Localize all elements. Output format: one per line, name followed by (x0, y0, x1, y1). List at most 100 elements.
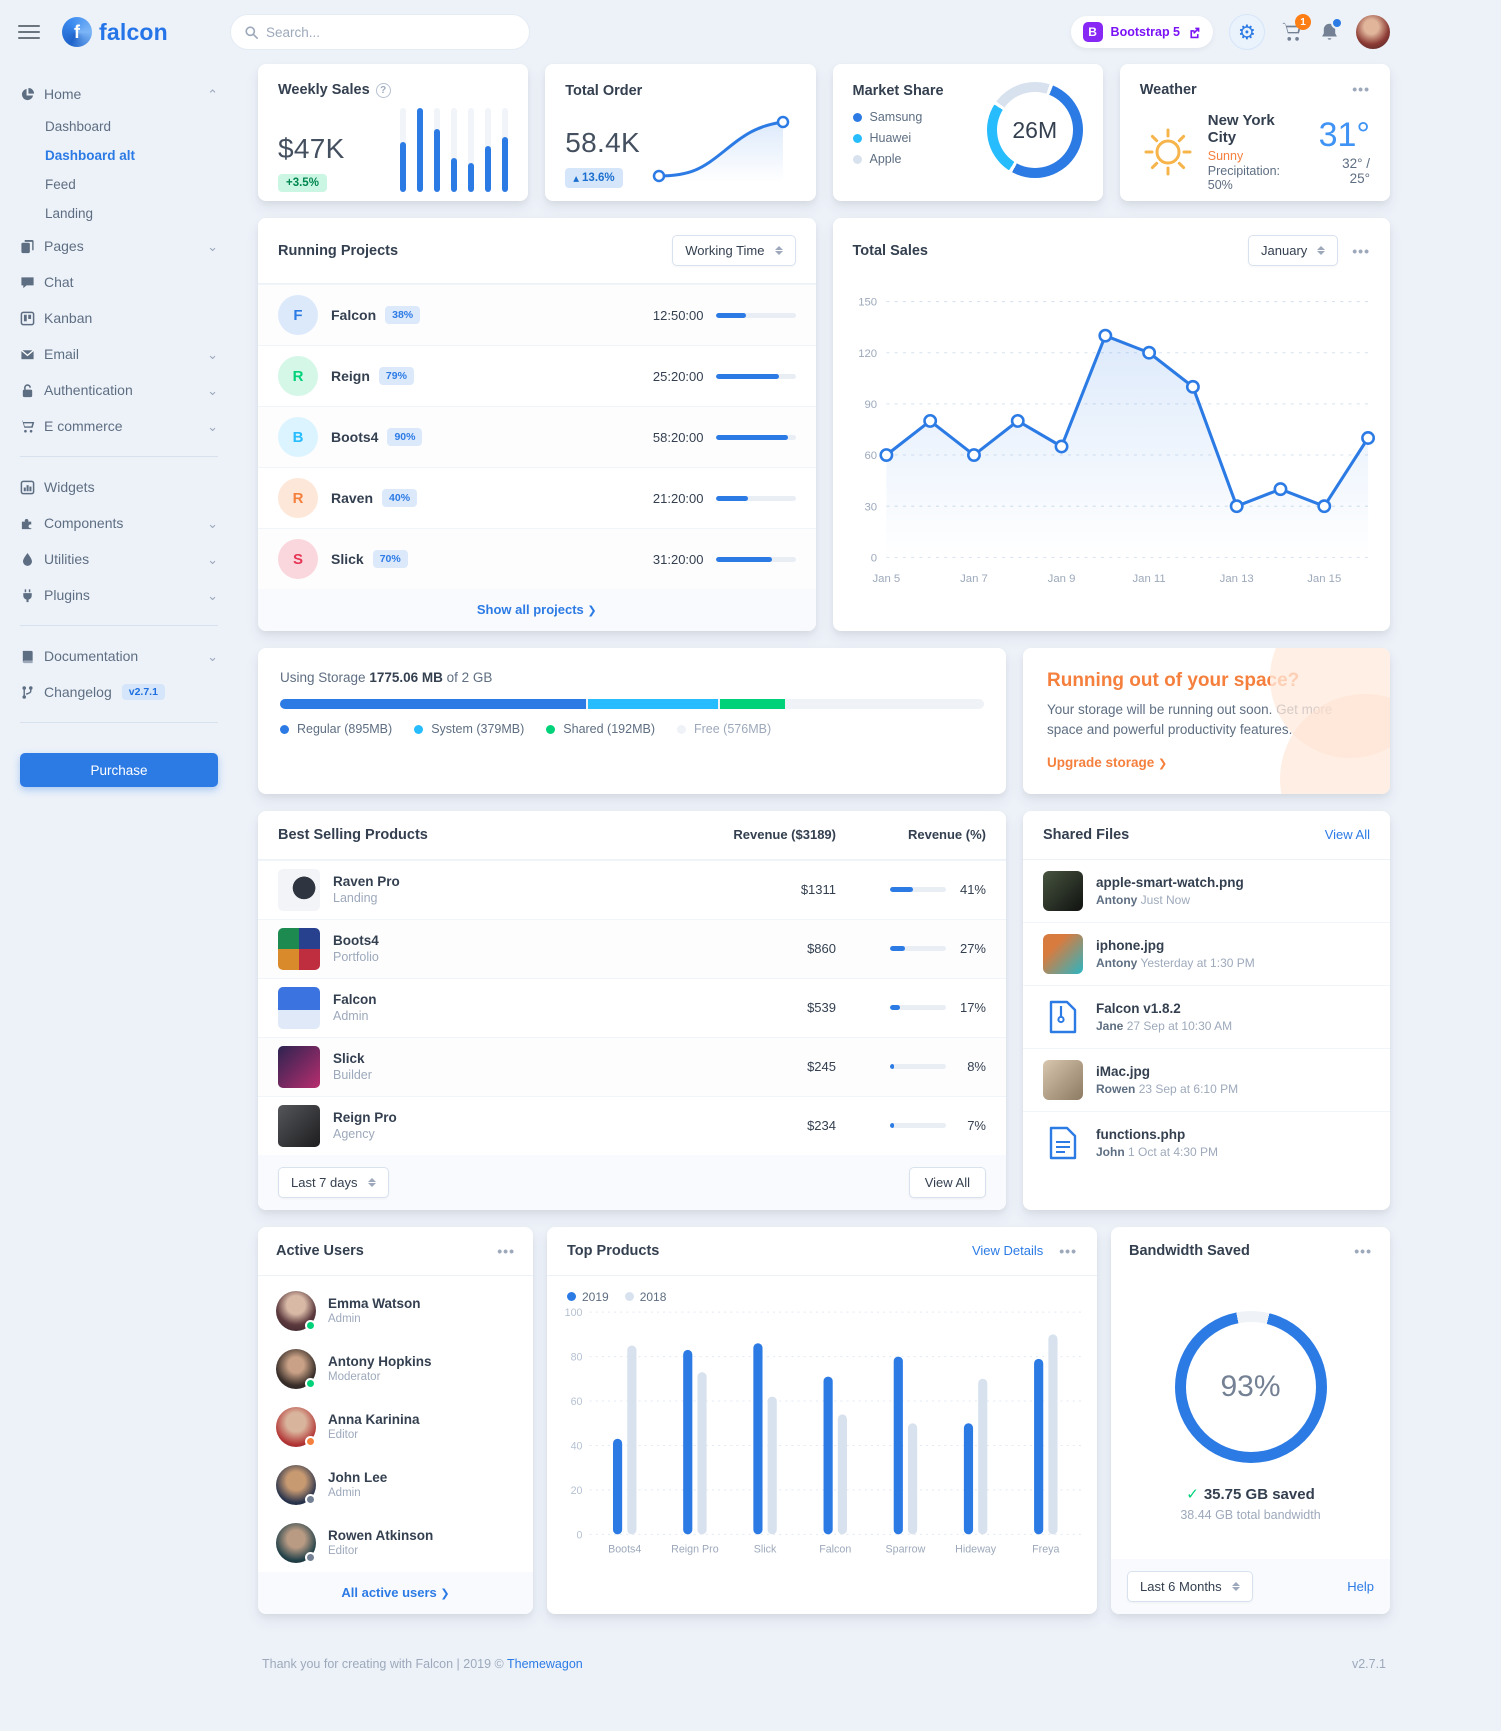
file-name-link[interactable]: iMac.jpg (1096, 1063, 1151, 1079)
upgrade-storage-link[interactable]: Upgrade storage ❯ (1047, 754, 1168, 770)
help-link[interactable]: Help (1347, 1578, 1374, 1594)
card-title: Bandwidth Saved (1129, 1242, 1250, 1259)
svg-text:Jan 15: Jan 15 (1307, 573, 1341, 585)
user-name-link[interactable]: Antony Hopkins (328, 1354, 432, 1369)
project-name-link[interactable]: Boots4 (331, 429, 379, 445)
file-thumbnail (1043, 933, 1083, 974)
project-name-link[interactable]: Reign (331, 368, 370, 384)
product-name-link[interactable]: Raven Pro (333, 874, 400, 889)
card-title: Market Share (852, 83, 944, 99)
legend-item: Regular (895MB) (280, 722, 392, 736)
legend-dot (414, 724, 424, 734)
sidebar-item-authentication[interactable]: Authentication ⌄ (20, 372, 218, 408)
space-card-body: Your storage will be running out soon. G… (1047, 702, 1333, 738)
user-avatar[interactable] (1356, 15, 1390, 49)
product-thumbnail (278, 927, 320, 970)
legend-dot (852, 112, 862, 122)
storage-label: Using Storage 1775.06 MB of 2 GB (280, 670, 493, 685)
file-name-link[interactable]: functions.php (1096, 1126, 1186, 1142)
user-name-link[interactable]: Anna Karinina (328, 1412, 420, 1427)
product-name-link[interactable]: Reign Pro (333, 1110, 397, 1125)
search-bar[interactable] (230, 14, 530, 50)
hamburger-menu-icon[interactable] (18, 21, 40, 43)
product-thumbnail (278, 868, 320, 911)
file-thumbnail (1043, 1059, 1083, 1100)
ellipsis-menu-icon[interactable]: ••• (497, 1242, 515, 1259)
file-name-link[interactable]: apple-smart-watch.png (1096, 874, 1244, 890)
notifications-bell-button[interactable] (1319, 16, 1343, 43)
sidebar-item-components[interactable]: Components ⌄ (20, 505, 218, 541)
settings-gear-icon[interactable]: ⚙ (1229, 14, 1265, 50)
list-item: functions.php John 1 Oct at 4:30 PM (1023, 1110, 1390, 1174)
sidebar-item-widgets[interactable]: Widgets (20, 469, 218, 505)
sidebar-item-email[interactable]: Email ⌄ (20, 336, 218, 372)
projects-sales-row: Running Projects Working Time F Falcon 3… (258, 218, 1390, 631)
legend-item[interactable]: 2018 (624, 1290, 666, 1304)
chevron-down-icon: ⌄ (207, 238, 218, 254)
product-category: Admin (333, 1009, 369, 1023)
puzzle-icon (20, 516, 44, 531)
sidebar-item-landing[interactable]: Landing (45, 206, 94, 221)
sidebar-item-dashboard[interactable]: Dashboard (45, 119, 112, 134)
svg-text:60: 60 (864, 450, 877, 462)
user-name-link[interactable]: Rowen Atkinson (328, 1528, 434, 1543)
project-name-link[interactable]: Raven (331, 490, 374, 506)
file-name-link[interactable]: iphone.jpg (1096, 937, 1165, 953)
help-circle-icon[interactable]: ? (375, 82, 391, 98)
product-name-link[interactable]: Boots4 (333, 933, 379, 948)
purchase-button[interactable]: Purchase (20, 753, 218, 787)
sidebar-item-ecommerce[interactable]: E commerce ⌄ (20, 408, 218, 444)
ellipsis-menu-icon[interactable]: ••• (1352, 81, 1370, 97)
user-name-link[interactable]: John Lee (328, 1470, 388, 1485)
sidebar-item-documentation[interactable]: Documentation ⌄ (20, 638, 218, 674)
project-name-link[interactable]: Slick (331, 551, 364, 567)
file-name-link[interactable]: Falcon v1.8.2 (1096, 1000, 1181, 1016)
themewagon-link[interactable]: Themewagon (507, 1656, 583, 1671)
ellipsis-menu-icon[interactable]: ••• (1352, 242, 1370, 259)
date-range-select[interactable]: Last 7 days (278, 1166, 389, 1198)
bottom-row: Active Users ••• Emma Watson Admin Antony… (258, 1226, 1390, 1614)
working-time-select[interactable]: Working Time (672, 235, 796, 266)
view-details-link[interactable]: View Details (971, 1243, 1044, 1258)
chevron-down-icon: ⌄ (207, 382, 218, 398)
market-share-donut-chart: 26M (986, 82, 1083, 178)
list-item: Emma Watson Admin (258, 1282, 533, 1340)
user-name-link[interactable]: Emma Watson (328, 1296, 421, 1311)
shopping-cart-button[interactable]: 1 (1281, 14, 1311, 43)
sidebar-item-utilities[interactable]: Utilities ⌄ (20, 541, 218, 577)
avatar (276, 1522, 316, 1563)
sidebar-item-dashboard-alt[interactable]: Dashboard alt (45, 148, 136, 163)
main-content: Weekly Sales ? $47K +3.5% Total Order 58… (230, 64, 1501, 1731)
svg-text:30: 30 (864, 501, 877, 513)
view-all-button[interactable]: View All (908, 1166, 986, 1198)
product-name-link[interactable]: Slick (333, 1051, 365, 1066)
book-icon (20, 649, 44, 664)
months-select[interactable]: Last 6 Months (1127, 1570, 1253, 1602)
ellipsis-menu-icon[interactable]: ••• (1059, 1242, 1077, 1259)
sidebar-label: Plugins (44, 587, 90, 603)
sidebar-item-plugins[interactable]: Plugins ⌄ (20, 577, 218, 613)
bootstrap5-badge[interactable]: B Bootstrap 5 (1070, 16, 1213, 48)
sidebar-item-kanban[interactable]: Kanban (20, 300, 218, 336)
product-name-link[interactable]: Falcon (333, 992, 377, 1007)
sidebar-item-home[interactable]: Home ⌃ (20, 76, 218, 112)
sidebar-item-chat[interactable]: Chat (20, 264, 218, 300)
total-order-value: 58.4K (565, 127, 640, 158)
search-input[interactable] (266, 24, 515, 40)
sidebar-item-changelog[interactable]: Changelog v2.7.1 (20, 674, 218, 710)
user-role: Admin (328, 1313, 361, 1325)
svg-text:120: 120 (858, 348, 877, 360)
project-name-link[interactable]: Falcon (331, 307, 377, 323)
sidebar-item-pages[interactable]: Pages ⌄ (20, 228, 218, 264)
month-select[interactable]: January (1248, 235, 1339, 266)
svg-text:Boots4: Boots4 (608, 1543, 641, 1555)
show-all-projects-link[interactable]: Show all projects ❯ (476, 602, 597, 617)
running-projects-card: Running Projects Working Time F Falcon 3… (258, 218, 816, 631)
avatar (276, 1464, 316, 1505)
sidebar-item-feed[interactable]: Feed (45, 177, 76, 192)
legend-item[interactable]: 2019 (567, 1290, 609, 1304)
view-all-files-link[interactable]: View All (1324, 827, 1370, 842)
falcon-logo[interactable]: f falcon (62, 17, 168, 47)
ellipsis-menu-icon[interactable]: ••• (1354, 1242, 1372, 1259)
all-active-users-link[interactable]: All active users ❯ (341, 1584, 450, 1600)
